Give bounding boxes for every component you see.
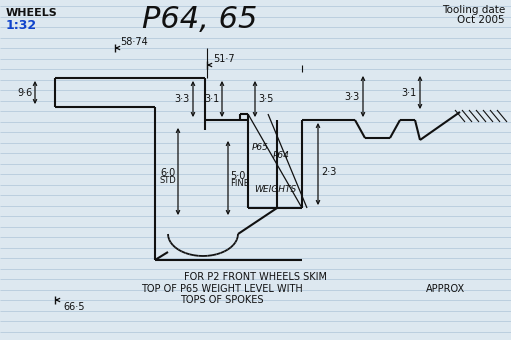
Text: WHEELS: WHEELS [6, 8, 58, 18]
Text: P64, 65: P64, 65 [142, 5, 258, 34]
Text: 9·6: 9·6 [18, 87, 33, 98]
Text: 1:32: 1:32 [6, 19, 37, 32]
Text: STD: STD [159, 176, 176, 185]
Text: 3·3: 3·3 [175, 94, 190, 104]
Text: 6·0: 6·0 [161, 169, 176, 178]
Text: 5·0: 5·0 [230, 171, 245, 181]
Text: 58·74: 58·74 [120, 37, 148, 47]
Text: 66·5: 66·5 [63, 302, 84, 312]
Text: APPROX: APPROX [426, 284, 464, 294]
Text: 3·5: 3·5 [258, 94, 273, 104]
Text: TOPS OF SPOKES: TOPS OF SPOKES [180, 295, 264, 305]
Text: WEIGHTS: WEIGHTS [254, 186, 296, 194]
Text: P65: P65 [252, 143, 269, 153]
Text: P64: P64 [273, 151, 290, 159]
Text: FOR P2 FRONT WHEELS SKIM: FOR P2 FRONT WHEELS SKIM [183, 272, 327, 282]
Text: 3·3: 3·3 [345, 91, 360, 102]
Text: Tooling date: Tooling date [442, 5, 505, 15]
Text: 3·1: 3·1 [402, 87, 417, 98]
Text: FINE: FINE [230, 178, 249, 187]
Text: 3·1: 3·1 [205, 94, 220, 104]
Text: TOP OF P65 WEIGHT LEVEL WITH: TOP OF P65 WEIGHT LEVEL WITH [141, 284, 303, 294]
Text: 51·7: 51·7 [213, 54, 235, 64]
Text: 2·3: 2·3 [321, 167, 336, 177]
Text: Oct 2005: Oct 2005 [457, 15, 505, 25]
